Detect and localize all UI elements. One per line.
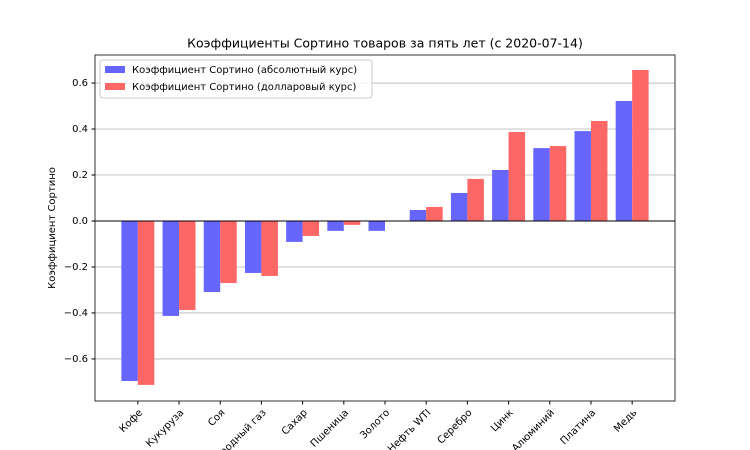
legend-swatch bbox=[105, 66, 125, 73]
bar bbox=[121, 220, 138, 381]
bar bbox=[203, 220, 221, 293]
bar bbox=[533, 148, 550, 221]
bar bbox=[508, 132, 526, 221]
x-tick-label: Алюминий bbox=[510, 407, 557, 450]
y-tick-label: −0.6 bbox=[64, 354, 88, 365]
legend-label: Коэффициент Сортино (абсолютный курс) bbox=[132, 65, 357, 76]
x-tick-label: Серебро bbox=[436, 407, 475, 446]
chart-title: Коэффициенты Сортино товаров за пять лет… bbox=[187, 36, 583, 51]
bar bbox=[467, 178, 484, 221]
bar bbox=[615, 100, 633, 221]
bar bbox=[302, 220, 320, 236]
y-axis-label: Коэффициент Сортино bbox=[47, 167, 58, 289]
bar bbox=[632, 69, 649, 221]
bar bbox=[162, 220, 180, 316]
bar bbox=[492, 169, 509, 221]
legend-label: Коэффициент Сортино (долларовый курс) bbox=[132, 82, 356, 93]
x-tick-label: Золото bbox=[358, 407, 392, 441]
bar bbox=[590, 120, 608, 221]
x-tick-label: Медь bbox=[612, 407, 639, 434]
bar bbox=[286, 220, 303, 242]
bar bbox=[220, 220, 237, 284]
x-tick-label: Сахар bbox=[280, 407, 310, 437]
y-tick-label: 0.6 bbox=[72, 78, 88, 89]
y-tick-label: 0.2 bbox=[72, 170, 88, 181]
x-tick-label: Кофе bbox=[118, 407, 146, 435]
x-tick-label: Нефть WTI bbox=[386, 407, 433, 450]
x-tick-label: Соя bbox=[206, 407, 227, 428]
legend-swatch bbox=[105, 83, 125, 90]
bar bbox=[549, 146, 567, 221]
legend: Коэффициент Сортино (абсолютный курс) Коэ… bbox=[99, 59, 373, 99]
bar bbox=[426, 206, 443, 221]
bar bbox=[244, 220, 262, 273]
y-tick-label: 0.4 bbox=[72, 124, 88, 135]
y-tick-label: 0.0 bbox=[72, 216, 88, 227]
bar bbox=[327, 220, 344, 231]
bar bbox=[368, 220, 385, 231]
plot-frame bbox=[94, 54, 676, 402]
x-tick-label: Пшеница bbox=[309, 407, 351, 449]
y-tick-label: −0.4 bbox=[64, 308, 88, 319]
bar bbox=[450, 192, 468, 221]
bar bbox=[409, 209, 427, 221]
bar bbox=[179, 220, 196, 310]
legend-box bbox=[99, 59, 373, 99]
x-tick-label: Кукуруза bbox=[144, 407, 186, 449]
x-tick-label: Цинк bbox=[489, 407, 516, 434]
bar bbox=[137, 220, 155, 385]
y-tick-label: −0.2 bbox=[64, 262, 88, 273]
x-tick-label: Платина bbox=[559, 407, 599, 447]
bar bbox=[261, 220, 278, 276]
bar bbox=[574, 131, 591, 221]
bar bbox=[343, 220, 361, 225]
